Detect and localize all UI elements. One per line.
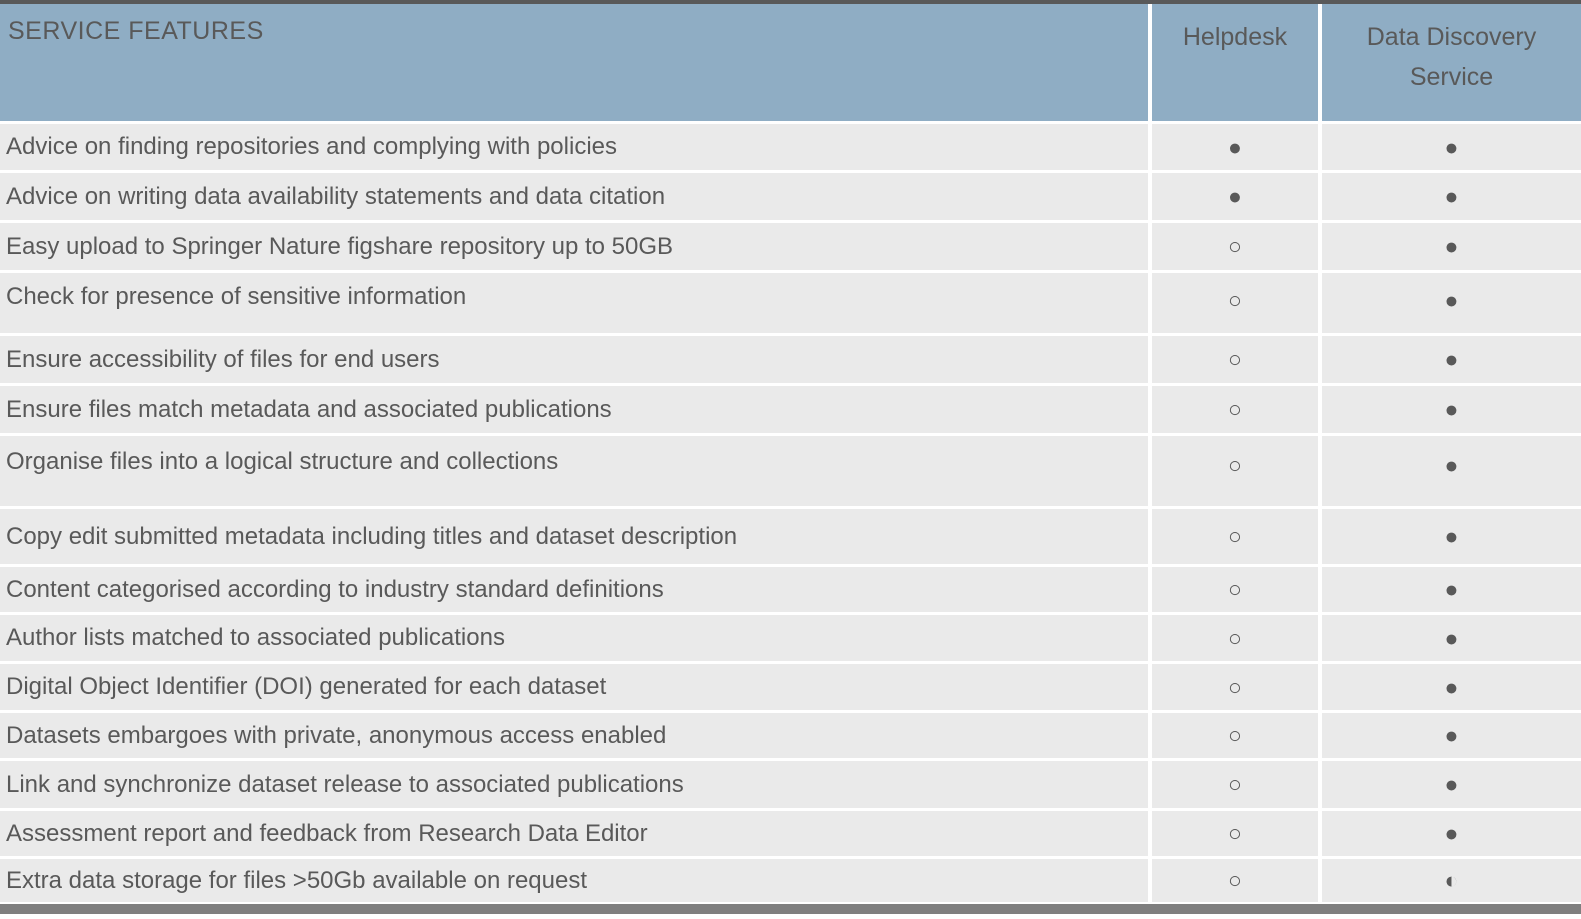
feature-label: Extra data storage for files >50Gb avail… [0,859,1148,902]
helpdesk-status-icon: ○ [1152,336,1318,383]
helpdesk-status-icon: ○ [1152,811,1318,856]
table-row: Content categorised according to industr… [0,567,1581,612]
table-row: Advice on writing data availability stat… [0,173,1581,220]
table-row: Copy edit submitted metadata including t… [0,509,1581,564]
header-row: SERVICE FEATURES Helpdesk Data Discovery… [0,4,1581,121]
table-body: Advice on finding repositories and compl… [0,124,1581,902]
feature-label: Advice on writing data availability stat… [0,173,1148,220]
helpdesk-status-icon: ○ [1152,273,1318,333]
table-row: Check for presence of sensitive informat… [0,273,1581,333]
data-discovery-status-icon: ● [1322,713,1581,758]
table-row: Organise files into a logical structure … [0,436,1581,506]
helpdesk-status-icon: ○ [1152,436,1318,506]
feature-label: Assessment report and feedback from Rese… [0,811,1148,856]
feature-label: Check for presence of sensitive informat… [0,273,1148,333]
table-row: Ensure accessibility of files for end us… [0,336,1581,383]
feature-label: Author lists matched to associated publi… [0,615,1148,661]
helpdesk-status-icon: ○ [1152,509,1318,564]
helpdesk-status-icon: ○ [1152,761,1318,808]
feature-label: Advice on finding repositories and compl… [0,124,1148,170]
feature-label: Datasets embargoes with private, anonymo… [0,713,1148,758]
feature-label: Copy edit submitted metadata including t… [0,509,1148,564]
table-row: Datasets embargoes with private, anonymo… [0,713,1581,758]
header-col-data-discovery-service: Data Discovery Service [1322,4,1581,121]
helpdesk-status-icon: ○ [1152,567,1318,612]
data-discovery-status-icon: ● [1322,273,1581,333]
data-discovery-status-icon: ● [1322,124,1581,170]
data-discovery-status-icon: ● [1322,811,1581,856]
helpdesk-status-icon: ○ [1152,615,1318,661]
helpdesk-status-icon: ○ [1152,223,1318,270]
features-table: SERVICE FEATURES Helpdesk Data Discovery… [0,4,1581,902]
data-discovery-status-icon: ● [1322,761,1581,808]
header-feature-column-label: SERVICE FEATURES [0,4,1148,121]
data-discovery-status-icon: ● [1322,223,1581,270]
helpdesk-status-icon: ○ [1152,664,1318,710]
data-discovery-status-icon: ◐ [1322,859,1581,902]
table-row: Extra data storage for files >50Gb avail… [0,859,1581,902]
helpdesk-status-icon: ○ [1152,859,1318,902]
helpdesk-status-icon: ○ [1152,713,1318,758]
data-discovery-status-icon: ● [1322,615,1581,661]
feature-label: Easy upload to Springer Nature figshare … [0,223,1148,270]
header-helpdesk-label: Helpdesk [1182,23,1288,51]
feature-label: Ensure files match metadata and associat… [0,386,1148,433]
data-discovery-status-icon: ● [1322,509,1581,564]
table-row: Advice on finding repositories and compl… [0,124,1581,170]
header-data-discovery-label: Data Discovery Service [1366,23,1537,91]
bottom-border [0,904,1581,914]
helpdesk-status-icon: ● [1152,124,1318,170]
feature-label: Content categorised according to industr… [0,567,1148,612]
helpdesk-status-icon: ● [1152,173,1318,220]
data-discovery-status-icon: ● [1322,567,1581,612]
header-col-helpdesk: Helpdesk [1152,4,1318,121]
feature-label: Ensure accessibility of files for end us… [0,336,1148,383]
table-row: Link and synchronize dataset release to … [0,761,1581,808]
data-discovery-status-icon: ● [1322,664,1581,710]
table-row: Ensure files match metadata and associat… [0,386,1581,433]
table-row: Easy upload to Springer Nature figshare … [0,223,1581,270]
data-discovery-status-icon: ● [1322,173,1581,220]
top-border [0,0,1581,4]
helpdesk-status-icon: ○ [1152,386,1318,433]
data-discovery-status-icon: ● [1322,386,1581,433]
feature-label: Organise files into a logical structure … [0,436,1148,506]
data-discovery-status-icon: ● [1322,436,1581,506]
table-row: Digital Object Identifier (DOI) generate… [0,664,1581,710]
feature-label: Digital Object Identifier (DOI) generate… [0,664,1148,710]
table-row: Author lists matched to associated publi… [0,615,1581,661]
table-row: Assessment report and feedback from Rese… [0,811,1581,856]
feature-label: Link and synchronize dataset release to … [0,761,1148,808]
data-discovery-status-icon: ● [1322,336,1581,383]
